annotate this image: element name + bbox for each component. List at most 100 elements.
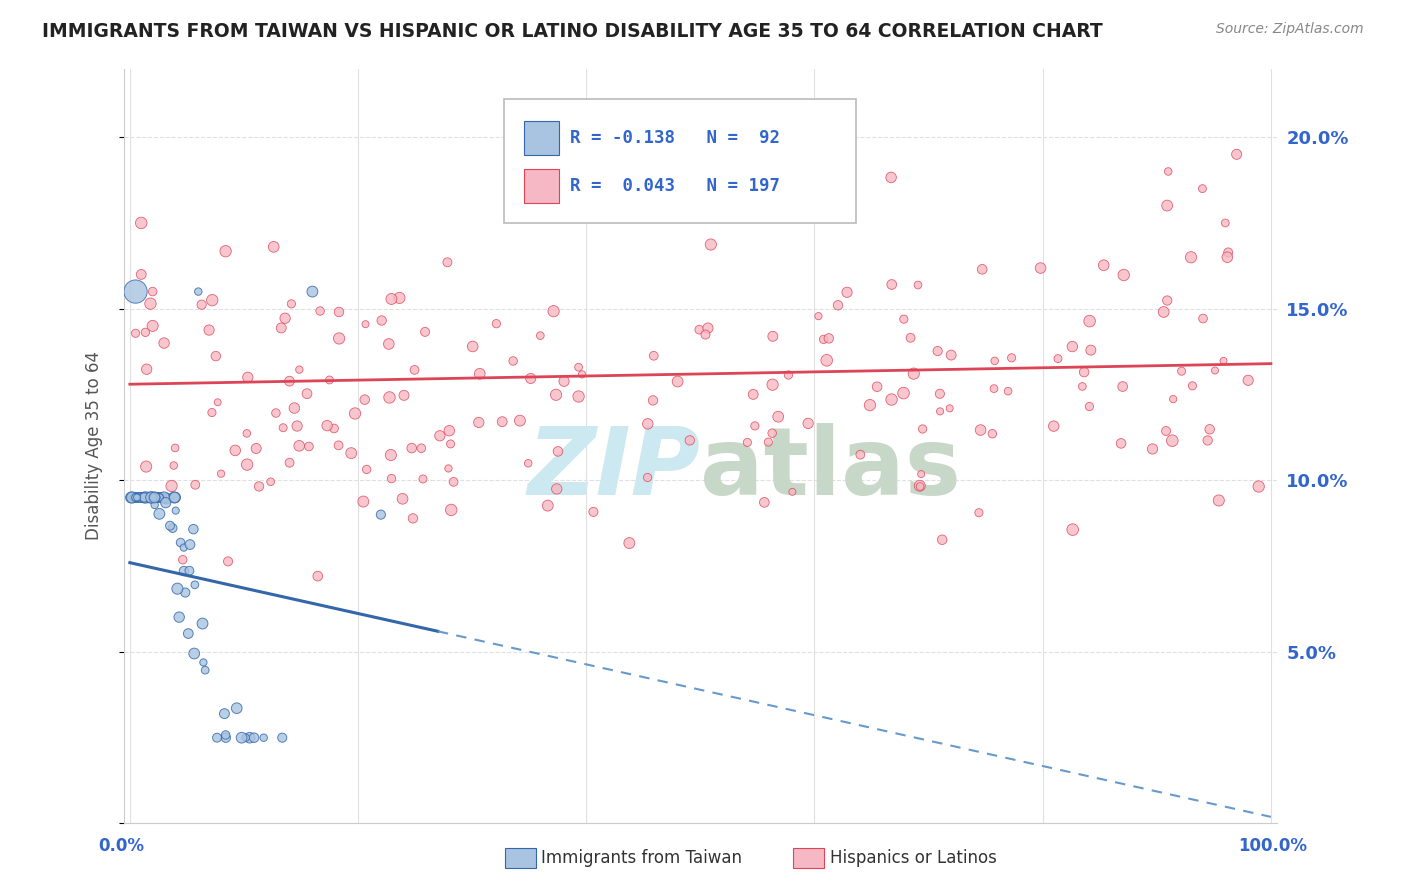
Point	[537, 499, 560, 513]
Point	[165, 441, 187, 455]
Point	[762, 329, 785, 343]
Point	[142, 285, 165, 299]
Point	[443, 475, 465, 489]
Point	[1157, 164, 1180, 178]
Point	[412, 472, 434, 486]
Text: ZIP: ZIP	[527, 423, 700, 515]
Point	[910, 467, 932, 481]
Point	[274, 311, 297, 326]
Point	[761, 377, 783, 392]
Point	[404, 363, 426, 377]
Point	[893, 386, 915, 401]
Point	[815, 353, 838, 368]
Point	[1111, 379, 1133, 393]
Point	[553, 374, 575, 388]
Point	[288, 439, 311, 453]
Point	[166, 582, 188, 596]
Point	[143, 491, 166, 505]
Point	[125, 491, 148, 505]
Point	[163, 491, 186, 505]
Point	[214, 244, 236, 259]
Point	[352, 494, 374, 508]
Point	[927, 344, 949, 359]
Point	[737, 435, 759, 450]
Point	[900, 331, 922, 345]
Point	[205, 731, 228, 745]
Point	[1078, 400, 1101, 414]
Point	[295, 386, 318, 401]
Point	[124, 326, 146, 341]
Point	[301, 285, 323, 299]
Point	[193, 656, 215, 670]
Point	[120, 491, 142, 505]
Point	[135, 459, 157, 474]
Text: Immigrants from Taiwan: Immigrants from Taiwan	[541, 849, 742, 867]
Point	[643, 349, 665, 363]
Point	[141, 491, 163, 505]
Point	[247, 479, 270, 493]
Point	[184, 578, 207, 592]
Point	[245, 442, 267, 456]
Point	[1153, 305, 1175, 319]
Point	[128, 491, 150, 505]
Point	[1062, 523, 1084, 537]
Point	[756, 435, 779, 450]
Point	[142, 318, 165, 333]
Point	[260, 475, 283, 489]
Point	[236, 426, 259, 441]
Point	[1156, 198, 1178, 212]
Point	[145, 491, 167, 505]
Point	[1197, 434, 1219, 448]
Point	[529, 328, 551, 343]
Bar	[524, 121, 558, 155]
Point	[138, 491, 160, 505]
Point	[214, 728, 236, 742]
Text: R = -0.138   N =  92: R = -0.138 N = 92	[571, 129, 780, 147]
Point	[146, 491, 169, 505]
Point	[183, 647, 205, 661]
Point	[1112, 268, 1135, 282]
Point	[568, 390, 591, 404]
Point	[378, 391, 401, 405]
Point	[485, 317, 508, 331]
Point	[217, 554, 239, 568]
Point	[517, 456, 540, 470]
Point	[263, 240, 285, 254]
Point	[183, 522, 205, 536]
Point	[983, 354, 1005, 368]
Point	[744, 418, 766, 433]
Point	[519, 371, 541, 385]
Point	[908, 479, 931, 493]
Point	[1078, 314, 1101, 328]
Point	[619, 536, 641, 550]
Point	[162, 521, 184, 535]
Point	[907, 278, 929, 293]
Point	[997, 384, 1019, 399]
Point	[981, 426, 1004, 441]
Point	[160, 479, 183, 493]
Point	[215, 731, 238, 745]
Point	[568, 360, 591, 375]
Point	[697, 321, 720, 335]
Point	[1226, 147, 1249, 161]
Point	[1218, 245, 1240, 260]
Point	[243, 731, 266, 745]
Point	[225, 701, 247, 715]
Point	[688, 323, 710, 337]
Point	[142, 491, 165, 505]
Point	[163, 458, 186, 473]
Point	[983, 382, 1005, 396]
Point	[121, 491, 143, 505]
Point	[439, 437, 461, 451]
Point	[340, 446, 363, 460]
Point	[827, 298, 849, 312]
Point	[468, 416, 491, 430]
Point	[1198, 422, 1220, 436]
Point	[132, 491, 155, 505]
Point	[129, 491, 152, 505]
Point	[239, 731, 262, 745]
Point	[354, 317, 377, 331]
Point	[264, 406, 287, 420]
Point	[198, 323, 221, 337]
Point	[571, 368, 593, 382]
